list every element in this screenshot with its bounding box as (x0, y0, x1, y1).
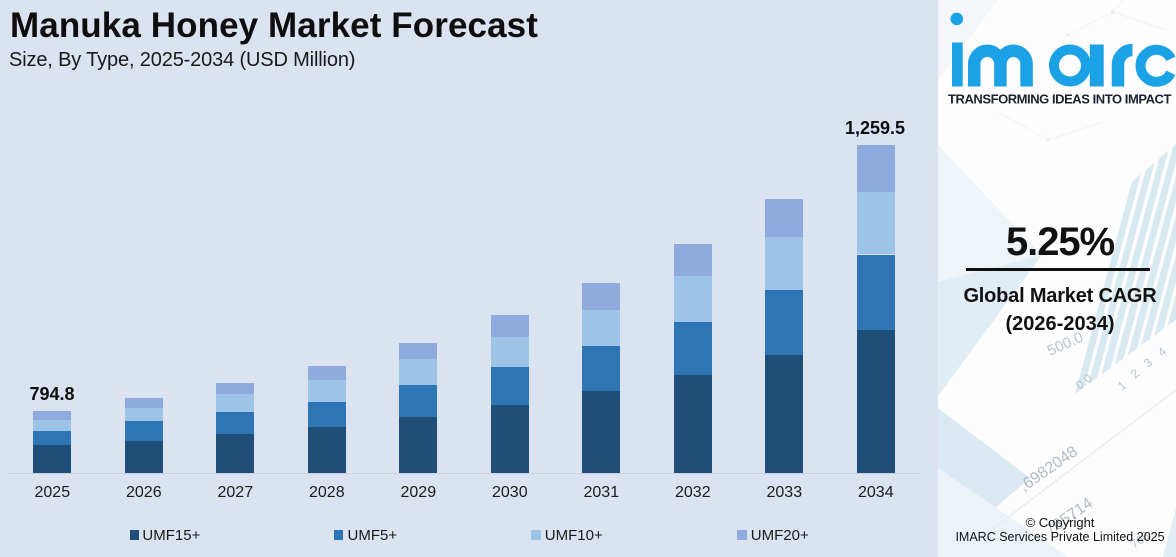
svg-text:TRANSFORMING IDEAS INTO IMPACT: TRANSFORMING IDEAS INTO IMPACT (948, 91, 1171, 106)
